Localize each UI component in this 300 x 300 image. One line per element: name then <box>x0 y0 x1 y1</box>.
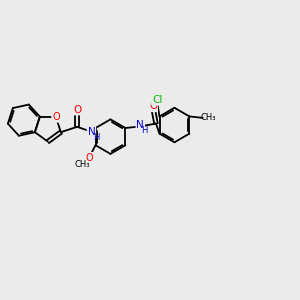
Text: Cl: Cl <box>152 95 162 105</box>
Text: N: N <box>136 120 144 130</box>
Text: H: H <box>142 126 148 135</box>
Text: O: O <box>52 112 60 122</box>
Text: O: O <box>85 153 93 163</box>
Text: O: O <box>149 101 157 111</box>
Text: CH₃: CH₃ <box>200 113 216 122</box>
Text: N: N <box>88 127 95 137</box>
Text: O: O <box>73 105 81 115</box>
Text: H: H <box>93 133 100 142</box>
Text: CH₃: CH₃ <box>75 160 90 169</box>
